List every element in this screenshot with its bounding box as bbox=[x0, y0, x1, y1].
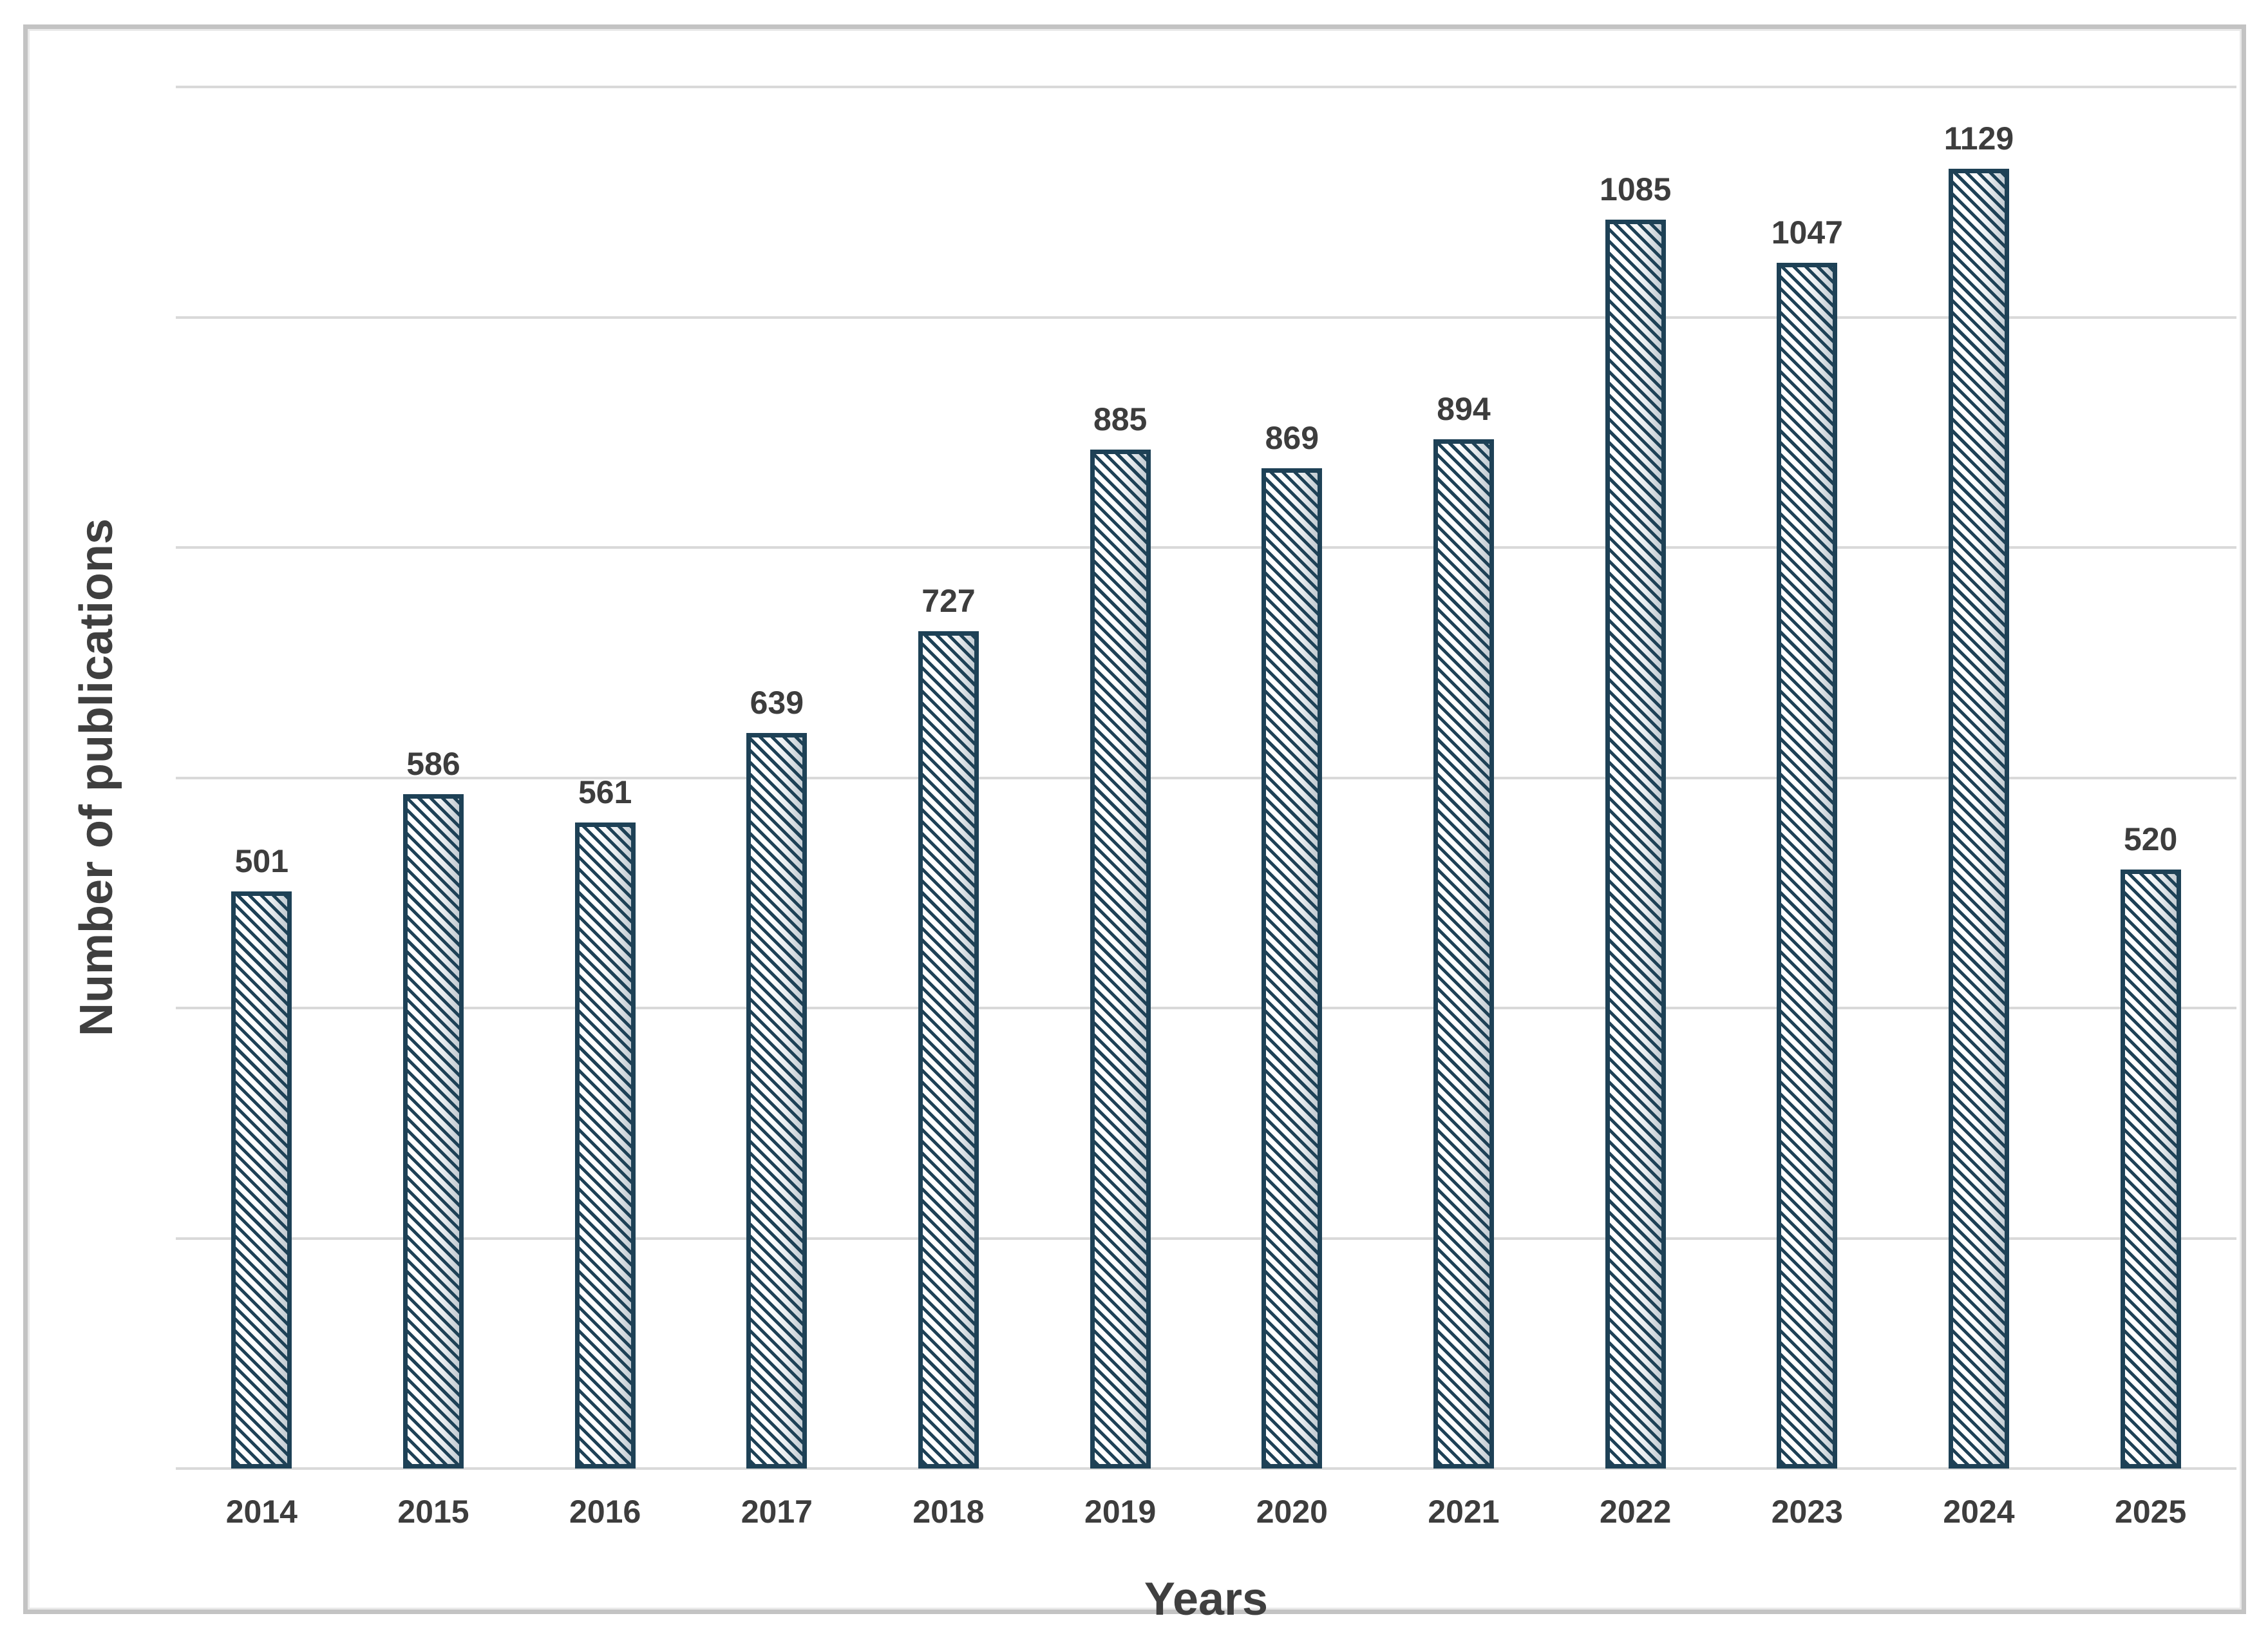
bar-value-label-2019: 885 bbox=[1093, 401, 1148, 437]
bar-2025 bbox=[2120, 870, 2181, 1469]
bar-value-label-2017: 639 bbox=[750, 685, 804, 721]
gridline-y-1000 bbox=[176, 316, 2236, 319]
x-tick-2025: 2025 bbox=[2115, 1494, 2187, 1530]
x-tick-2023: 2023 bbox=[1771, 1494, 1843, 1530]
gridline-y-0 bbox=[176, 1467, 2236, 1470]
bar-value-label-2021: 894 bbox=[1437, 391, 1491, 427]
bar-2021 bbox=[1433, 439, 1494, 1469]
bar-2024 bbox=[1948, 169, 2009, 1469]
gridline-y-600 bbox=[176, 776, 2236, 779]
bar-2023 bbox=[1777, 263, 1838, 1469]
bar-2015 bbox=[402, 794, 464, 1469]
gridline-y-1200 bbox=[176, 86, 2236, 88]
x-tick-2016: 2016 bbox=[569, 1494, 641, 1530]
bar-2014 bbox=[231, 891, 292, 1469]
bar-group-2025: 520 2025 bbox=[2065, 87, 2236, 1528]
bar-2020 bbox=[1262, 468, 1323, 1469]
bar-value-label-2024: 1129 bbox=[1943, 120, 2014, 157]
bar-value-label-2020: 869 bbox=[1265, 420, 1319, 456]
bar-group-2015: 586 2015 bbox=[348, 87, 520, 1528]
bar-group-2020: 869 2020 bbox=[1206, 87, 1378, 1528]
x-tick-2021: 2021 bbox=[1428, 1494, 1500, 1530]
bar-group-2022: 1085 2022 bbox=[1549, 87, 1721, 1528]
bar-value-label-2014: 501 bbox=[234, 843, 289, 879]
x-tick-2022: 2022 bbox=[1600, 1494, 1672, 1530]
y-axis-title: Number of publications bbox=[71, 518, 122, 1037]
bar-2018 bbox=[918, 631, 979, 1469]
bar-group-2019: 885 2019 bbox=[1034, 87, 1206, 1528]
plot-area: 501 2014 586 2015 561 2016 639 2017 727 2018 885 20… bbox=[176, 86, 2236, 1528]
x-tick-2017: 2017 bbox=[741, 1494, 813, 1530]
bar-group-2024: 1129 2024 bbox=[1893, 87, 2065, 1528]
bar-value-label-2015: 586 bbox=[406, 746, 460, 782]
bar-group-2014: 501 2014 bbox=[176, 87, 348, 1528]
bar-value-label-2025: 520 bbox=[2123, 821, 2178, 857]
bar-group-2018: 727 2018 bbox=[863, 87, 1035, 1528]
x-axis-title: Years bbox=[1144, 1574, 1269, 1625]
x-tick-2024: 2024 bbox=[1943, 1494, 2015, 1530]
gridline-y-400 bbox=[176, 1007, 2236, 1009]
x-tick-2019: 2019 bbox=[1084, 1494, 1157, 1530]
bar-group-2017: 639 2017 bbox=[691, 87, 863, 1528]
bar-value-label-2018: 727 bbox=[921, 583, 976, 619]
gridline-y-200 bbox=[176, 1237, 2236, 1240]
gridline-y-800 bbox=[176, 546, 2236, 549]
bar-2016 bbox=[574, 822, 636, 1469]
x-tick-2014: 2014 bbox=[225, 1494, 298, 1530]
chart-frame: 501 2014 586 2015 561 2016 639 2017 727 2018 885 20… bbox=[23, 24, 2246, 1622]
bar-2022 bbox=[1605, 220, 1666, 1469]
bar-2019 bbox=[1090, 450, 1151, 1469]
bar-value-label-2022: 1085 bbox=[1600, 171, 1672, 207]
x-tick-2018: 2018 bbox=[912, 1494, 985, 1530]
bar-group-2016: 561 2016 bbox=[519, 87, 691, 1528]
bar-value-label-2016: 561 bbox=[578, 774, 632, 810]
x-tick-2015: 2015 bbox=[397, 1494, 469, 1530]
bar-2017 bbox=[746, 733, 808, 1469]
bar-group-2023: 1047 2023 bbox=[1721, 87, 1893, 1528]
bar-value-label-2023: 1047 bbox=[1771, 214, 1843, 251]
bar-group-2021: 894 2021 bbox=[1378, 87, 1550, 1528]
x-tick-2020: 2020 bbox=[1256, 1494, 1328, 1530]
